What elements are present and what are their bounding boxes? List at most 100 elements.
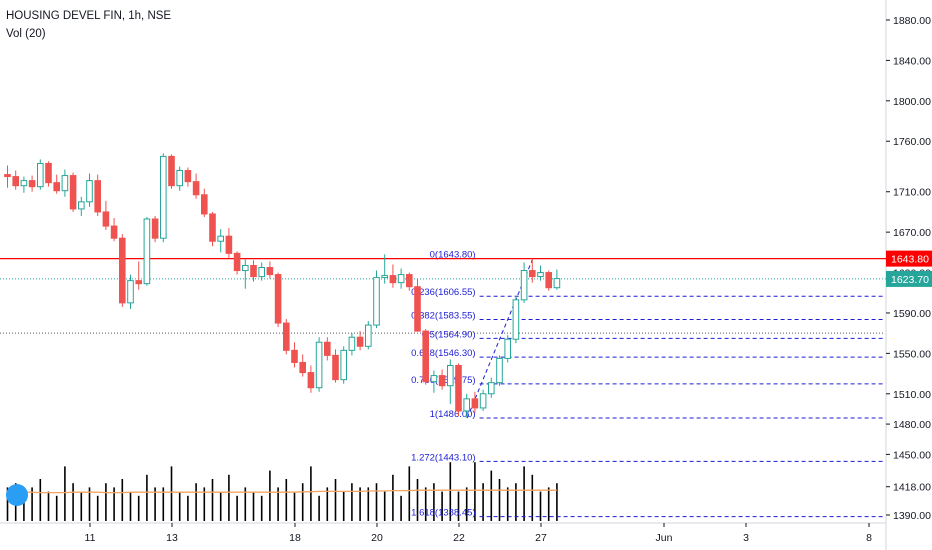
candle-body xyxy=(479,393,487,409)
x-tick-label: 3 xyxy=(743,532,749,544)
x-tick-label: 22 xyxy=(453,532,465,544)
candle-body xyxy=(225,235,233,254)
candle-body xyxy=(537,272,544,278)
candle-body xyxy=(53,182,61,192)
candle-body xyxy=(553,278,561,289)
candle-body xyxy=(192,181,200,196)
candle-body xyxy=(291,349,298,363)
candle-body xyxy=(406,274,413,288)
candle-body xyxy=(471,398,479,409)
candle-body xyxy=(242,264,249,272)
y-tick-label: 1840.00 xyxy=(893,55,931,67)
candle-body xyxy=(37,162,44,188)
candle-body xyxy=(61,175,69,192)
candle-body xyxy=(365,324,372,347)
candle-body xyxy=(463,398,470,412)
x-tick-label: 27 xyxy=(535,532,547,544)
candle-body xyxy=(397,274,405,284)
candle-body xyxy=(356,336,364,347)
candle-body xyxy=(151,218,159,239)
x-tick-label: Jun xyxy=(656,532,673,544)
last-price-badge xyxy=(886,270,932,287)
candle-body xyxy=(12,176,19,187)
candle-body xyxy=(28,180,36,188)
y-tick-label: 1880.00 xyxy=(893,15,931,27)
tradingview-logo-icon[interactable] xyxy=(6,484,28,506)
candle-body xyxy=(422,330,429,383)
candle-body xyxy=(430,375,438,383)
candle-body xyxy=(4,174,11,178)
y-tick-label: 1450.00 xyxy=(893,449,931,461)
volume-indicator-label: Vol (20) xyxy=(6,28,46,40)
candle-body xyxy=(488,382,495,395)
candle-body xyxy=(250,264,257,278)
candle-body xyxy=(529,270,536,278)
candle-body xyxy=(184,170,192,183)
fib-level-label: 0.382(1583.55) xyxy=(411,310,475,321)
y-tick-label: 1480.00 xyxy=(893,419,931,431)
fib-level-label: 0.236(1606.55) xyxy=(411,287,475,298)
fib-level-label: 1.618(1388.45) xyxy=(411,508,475,519)
candle-body xyxy=(102,211,110,227)
candle-body xyxy=(176,170,183,187)
x-tick-label: 8 xyxy=(866,532,872,544)
candle-body xyxy=(266,267,274,276)
x-tick-label: 18 xyxy=(289,532,301,544)
candle-body xyxy=(86,180,93,203)
candle-body xyxy=(110,225,118,239)
candle-body xyxy=(119,237,126,304)
candle-body xyxy=(381,275,388,279)
candle-body xyxy=(78,201,85,210)
y-tick-label: 1390.00 xyxy=(893,510,931,522)
candle-body xyxy=(283,322,290,351)
candle-body xyxy=(258,267,265,278)
candle-body xyxy=(504,338,511,359)
candle-body xyxy=(217,235,224,242)
candle-body xyxy=(127,280,134,304)
candle-body xyxy=(201,194,208,215)
candle-body xyxy=(447,364,454,387)
candle-body xyxy=(520,270,528,301)
candle-body xyxy=(209,213,216,242)
candle-body xyxy=(135,280,142,285)
candle-body xyxy=(299,361,306,374)
y-tick-label: 1710.00 xyxy=(893,187,931,199)
candle-body xyxy=(414,286,421,332)
candle-body xyxy=(324,341,331,356)
candle-body xyxy=(438,375,446,387)
candle-body xyxy=(45,162,52,184)
volume-ma-line xyxy=(7,489,557,494)
candle-body xyxy=(389,275,397,284)
candle-body xyxy=(545,272,553,289)
candle-body xyxy=(307,372,315,389)
candle-body xyxy=(512,299,520,340)
y-tick-label: 1510.00 xyxy=(893,389,931,401)
y-tick-label: 1418.00 xyxy=(893,482,931,494)
x-tick-label: 20 xyxy=(371,532,383,544)
fib-level-label: 1(1486.00) xyxy=(430,409,476,420)
candle-body xyxy=(340,349,347,381)
y-tick-label: 1550.00 xyxy=(893,348,931,360)
candle-body xyxy=(160,155,167,239)
fib-level-label: 0(1643.80) xyxy=(430,250,476,261)
x-tick-label: 13 xyxy=(166,532,178,544)
y-tick-label: 1670.00 xyxy=(893,227,931,239)
x-tick-label: 11 xyxy=(85,532,96,544)
fib-level-label: 1.272(1443.10) xyxy=(411,452,475,463)
candle-body xyxy=(315,341,323,389)
fib-level-label: 0.5(1564.90) xyxy=(422,329,476,340)
symbol-title: HOUSING DEVEL FIN, 1h, NSE xyxy=(6,10,172,22)
fib-level-label: 0.618(1546.30) xyxy=(411,348,475,359)
resistance-price-badge-label: 1643.80 xyxy=(891,254,929,266)
candle-body xyxy=(143,218,151,285)
candle-body xyxy=(348,336,356,351)
candle-body xyxy=(69,175,77,210)
candle-body xyxy=(455,364,462,412)
candle-body xyxy=(274,274,282,324)
candle-body xyxy=(332,354,339,381)
y-tick-label: 1800.00 xyxy=(893,96,931,108)
candle-body xyxy=(168,155,175,187)
y-tick-label: 1760.00 xyxy=(893,136,931,148)
candle-body xyxy=(94,180,102,213)
